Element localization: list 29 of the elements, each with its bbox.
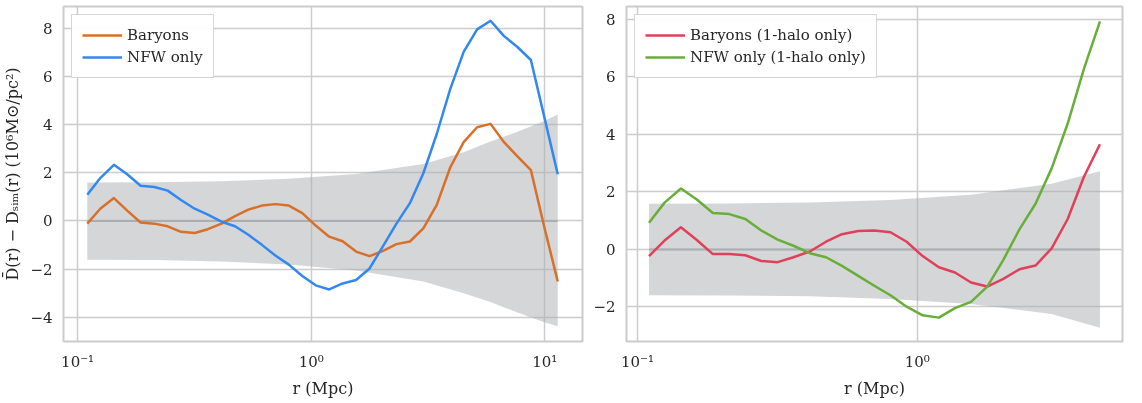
x-axis-title: r (Mpc): [844, 378, 905, 398]
x-axis-title: r (Mpc): [292, 378, 354, 398]
line-series: [647, 142, 1102, 288]
y-tick-label: −4: [30, 308, 53, 327]
line-series: [647, 20, 1102, 319]
y-tick-label: 0: [42, 212, 53, 231]
legend-label: NFW only: [127, 48, 203, 66]
y-tick-label: 8: [42, 19, 53, 38]
y-tick-label: 4: [42, 116, 53, 135]
y-tick-label: 8: [605, 10, 616, 29]
legend-label: Baryons (1-halo only): [690, 26, 853, 44]
y-tick-label: 2: [605, 183, 616, 202]
y-axis-title: D̄(r) − Dₛᵢₘ(r) (10⁶M⊙/pc²): [1, 67, 23, 281]
y-tick-label: 4: [605, 125, 616, 144]
x-tick-label: 10⁰: [298, 352, 324, 371]
x-tick-label: 10¹: [532, 352, 558, 371]
y-tick-label: −2: [593, 298, 616, 317]
x-tick-label: 10⁰: [904, 352, 930, 371]
legend-label: NFW only (1-halo only): [690, 48, 866, 66]
legend-label: Baryons: [127, 26, 189, 44]
y-tick-label: 6: [42, 67, 53, 86]
line-series: [86, 122, 559, 283]
y-tick-label: 2: [42, 164, 53, 183]
y-tick-label: −2: [30, 260, 53, 279]
line-series: [86, 19, 559, 291]
y-tick-label: 6: [605, 68, 616, 87]
x-tick-label: 10⁻¹: [620, 352, 654, 371]
x-tick-label: 10⁻¹: [61, 352, 95, 371]
y-tick-label: 0: [605, 240, 616, 259]
